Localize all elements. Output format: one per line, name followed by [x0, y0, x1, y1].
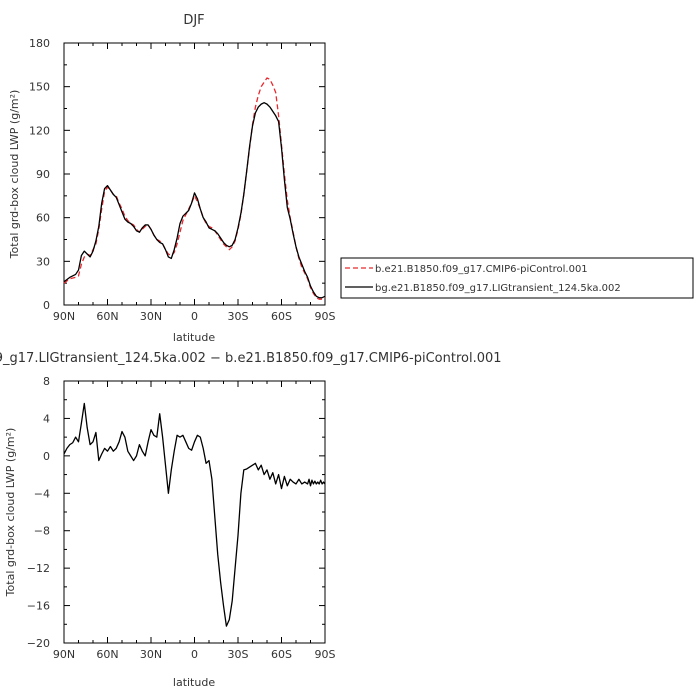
top-chart-title: DJF [183, 13, 204, 28]
bottom-y-tick-label: 0 [43, 450, 50, 463]
bottom-y-tick-label: −4 [34, 487, 50, 500]
top-y-tick-label: 60 [36, 212, 50, 225]
top-y-tick-label: 120 [29, 124, 50, 137]
top-series-lines [63, 77, 326, 300]
bottom-plot-frame [63, 380, 326, 644]
top-y-tick-label: 30 [36, 255, 50, 268]
bottom-y-tick-label: −16 [27, 600, 50, 613]
bottom-x-tick-label: 60S [271, 648, 292, 661]
bottom-y-tick-label: −12 [27, 562, 50, 575]
bottom-y-tick-label: −20 [27, 637, 50, 650]
top-y-tick-label: 180 [29, 37, 50, 50]
top-y-tick-label: 0 [43, 299, 50, 312]
bottom-x-tick-label: 90S [315, 648, 336, 661]
top-x-tick-label: 30S [228, 310, 249, 323]
top-x-tick-label: 90N [53, 310, 75, 323]
top-y-axis-label: Total grd-box cloud LWP (g/m²) [8, 90, 21, 260]
bottom-x-tick-label: 0 [191, 648, 198, 661]
bottom-y-tick-label: −8 [34, 525, 50, 538]
top-y-tick-label: 150 [29, 81, 50, 94]
bottom-panel: bg.e21.B1850.f09_g17.LIGtransient_124.5k… [0, 351, 502, 689]
legend-label-pi-control: b.e21.B1850.f09_g17.CMIP6-piControl.001 [375, 264, 588, 275]
top-x-tick-label: 0 [191, 310, 198, 323]
bottom-x-axis-label: latitude [173, 676, 215, 689]
top-x-tick-label: 90S [315, 310, 336, 323]
top-x-axis-label: latitude [173, 331, 215, 344]
bottom-x-tick-label: 60N [96, 648, 118, 661]
bottom-chart-title: bg.e21.B1850.f09_g17.LIGtransient_124.5k… [0, 351, 502, 366]
top-plot-frame [63, 42, 326, 306]
bottom-ticks: 90N 60N 30N 0 30S 60S 90S −20 −16 −12 −8 −4 0 4 8 [27, 375, 336, 661]
bottom-x-tick-label: 90N [53, 648, 75, 661]
top-y-tick-label: 90 [36, 168, 50, 181]
bottom-series-line-0 [63, 402, 326, 627]
bottom-x-tick-label: 30N [140, 648, 162, 661]
top-series-line-1 [63, 102, 326, 299]
top-ticks: 90N 60N 30N 0 30S 60S 90S 0 30 60 90 120 150 180 [29, 37, 336, 323]
bottom-series-lines [63, 402, 326, 627]
top-x-tick-label: 30N [140, 310, 162, 323]
bottom-y-axis-label: Total grd-box cloud LWP (g/m²) [4, 428, 17, 598]
legend-box [340, 257, 694, 299]
top-panel: DJF 90N 60N 30N 0 30S 60S 90S0306090120150180 … [8, 13, 694, 344]
bottom-y-tick-label: 8 [43, 375, 50, 388]
legend-label-lig-transient: bg.e21.B1850.f09_g17.LIGtransient_124.5k… [375, 283, 621, 294]
top-x-tick-label: 60S [271, 310, 292, 323]
bottom-y-tick-label: 4 [43, 412, 50, 425]
bottom-x-tick-label: 30S [228, 648, 249, 661]
top-x-tick-label: 60N [96, 310, 118, 323]
